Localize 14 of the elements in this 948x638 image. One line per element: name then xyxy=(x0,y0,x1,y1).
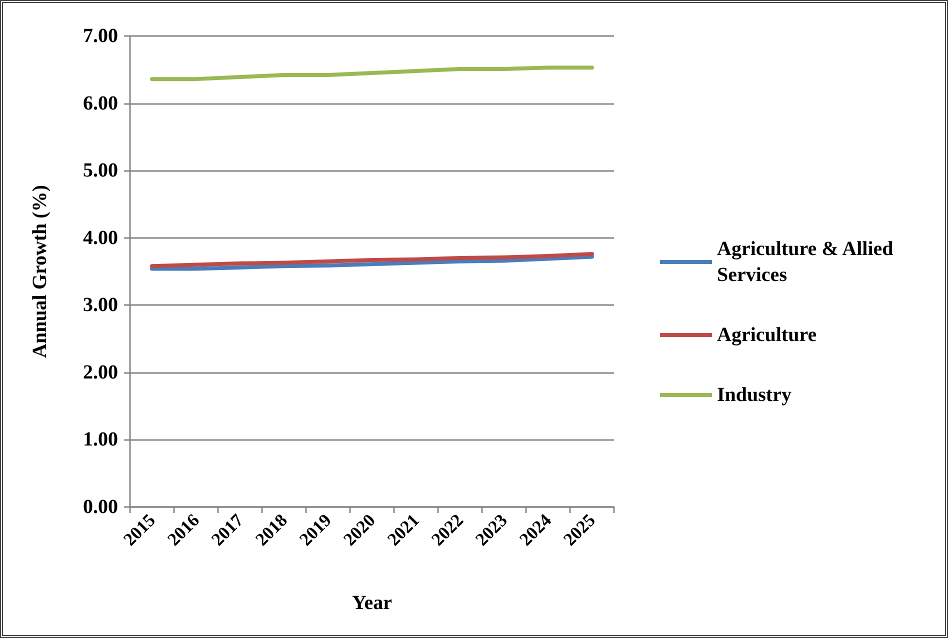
y-tick-label: 2.00 xyxy=(83,361,118,384)
legend-label: Agriculture & Allied Services xyxy=(717,238,898,286)
y-axis-title: Annual Growth (%) xyxy=(29,185,51,358)
y-tick-label: 7.00 xyxy=(83,25,118,47)
legend-label: Agriculture xyxy=(717,324,817,346)
y-tick-label: 5.00 xyxy=(83,160,118,182)
y-tick-label: 6.00 xyxy=(83,92,118,114)
line-series xyxy=(150,66,594,82)
y-tick-label: 4.00 xyxy=(83,226,118,249)
legend-label: Industry xyxy=(717,384,792,406)
y-tick-label: 3.00 xyxy=(83,294,118,316)
x-axis-title: Year xyxy=(352,592,392,614)
y-tick-label: 1.00 xyxy=(83,428,118,451)
y-tick-label: 0.00 xyxy=(83,496,118,518)
